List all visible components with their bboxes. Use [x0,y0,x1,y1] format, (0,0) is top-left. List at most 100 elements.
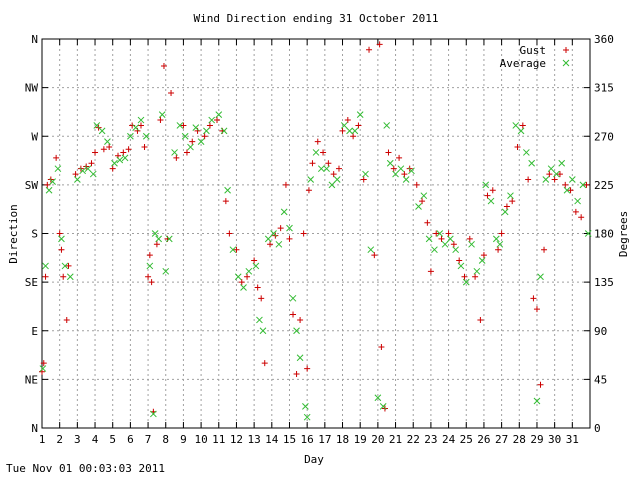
x-tick-label: 18 [336,433,349,446]
data-point [309,160,316,167]
data-point [277,225,284,232]
data-point [116,156,124,164]
data-point [351,127,359,135]
data-point [517,127,525,135]
data-point [74,176,81,183]
data-point [541,246,548,253]
data-point [512,122,520,129]
data-point [171,149,178,156]
data-point [261,360,268,367]
data-point [307,176,315,183]
data-point [183,149,190,156]
data-point [547,165,555,173]
data-point [189,138,196,145]
data-point [378,343,385,350]
data-point [148,279,155,286]
data-point [208,116,216,124]
x-tick-label: 25 [460,433,473,446]
data-point [293,370,300,377]
y-left-tick-label: NW [25,82,39,95]
data-point [472,273,479,280]
y-right-tick-label: 180 [594,228,614,241]
data-point [100,146,107,153]
data-points [39,41,592,421]
x-tick-label: 6 [127,433,134,446]
legend-label: Gust [520,44,547,57]
data-point [473,267,481,275]
data-point [120,149,127,156]
data-point [546,171,553,178]
data-point [450,241,457,248]
data-point [392,170,399,178]
data-point [197,138,205,146]
data-point [537,381,544,388]
data-point [220,127,228,135]
data-point [92,149,99,156]
x-tick-label: 7 [145,433,152,446]
y-right-tick-label: 90 [594,325,607,338]
data-point [53,154,60,161]
data-point [56,230,63,237]
x-tick-label: 9 [180,433,187,446]
data-point [160,63,167,70]
x-tick-label: 2 [56,433,63,446]
x-tick-label: 22 [407,433,420,446]
data-point [436,230,444,237]
data-point [420,192,428,200]
data-point [583,181,590,188]
y-left-tick-label: E [31,325,38,338]
series-average [39,111,592,421]
data-point [206,122,213,129]
data-point [314,138,321,145]
data-point [40,360,47,367]
y-axis-right-label: Degrees [617,211,630,257]
data-point [54,165,62,173]
data-point [58,235,65,243]
data-point [495,246,502,253]
data-point [224,186,231,194]
data-point [142,132,150,140]
data-point [296,354,304,362]
data-point [528,159,536,167]
data-point [155,235,163,243]
data-point [282,181,289,188]
x-tick-label: 27 [495,433,508,446]
y-right-tick-label: 135 [594,276,614,289]
data-point [325,160,332,167]
x-tick-label: 15 [283,433,296,446]
data-point [153,241,160,248]
chart-title: Wind Direction ending 31 October 2011 [193,12,438,25]
data-point [330,171,337,178]
y-right-tick-label: 0 [594,422,601,435]
data-point [385,149,392,156]
data-point [234,273,242,281]
data-point [305,187,312,194]
data-point [478,257,486,264]
x-tick-label: 11 [212,433,225,446]
data-point [72,171,79,178]
data-point [579,181,587,189]
data-point [201,133,208,140]
data-point [360,176,367,183]
data-point [109,165,116,172]
data-point [312,149,320,156]
y-right-tick-label: 45 [594,373,607,386]
data-point [127,132,134,140]
data-point [367,246,375,254]
data-point [303,413,311,421]
data-point [509,198,516,205]
data-point [157,117,164,124]
data-point [280,208,288,216]
data-point [106,144,113,151]
data-point [333,176,341,183]
data-point [245,267,253,275]
data-point [275,240,283,248]
data-point [88,160,95,167]
x-axis-label: Day [304,453,324,466]
data-point [339,127,346,134]
x-tick-label: 30 [548,433,561,446]
data-point [252,262,260,270]
data-point [415,203,422,210]
x-tick-label: 16 [301,433,314,446]
